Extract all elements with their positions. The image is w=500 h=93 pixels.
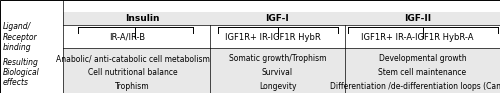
Text: IGF1R+ IR-IGF1R HybR: IGF1R+ IR-IGF1R HybR: [224, 33, 320, 42]
Text: Trophism: Trophism: [115, 82, 150, 91]
Text: IR-A/IR-B: IR-A/IR-B: [110, 33, 146, 42]
Text: Insulin: Insulin: [125, 14, 160, 23]
Text: Longevity: Longevity: [259, 82, 296, 91]
Text: Anabolic/ anti-catabolic cell metabolism: Anabolic/ anti-catabolic cell metabolism: [56, 54, 210, 63]
Text: Resulting
Biological
effects: Resulting Biological effects: [2, 58, 39, 87]
Text: Survival: Survival: [262, 68, 293, 77]
Text: Cell nutritional balance: Cell nutritional balance: [88, 68, 178, 77]
Bar: [0, 0, 62, 93]
Text: Developmental growth: Developmental growth: [378, 54, 466, 63]
Bar: [62, 25, 500, 48]
Text: IGF-I: IGF-I: [266, 14, 289, 23]
Text: Ligand/
Receptor
binding: Ligand/ Receptor binding: [2, 22, 37, 52]
Text: Somatic growth/Trophism: Somatic growth/Trophism: [229, 54, 326, 63]
Text: IGF-II: IGF-II: [404, 14, 431, 23]
Bar: [62, 12, 500, 25]
Bar: [62, 48, 500, 93]
Text: Differentiation /de-differentiation loops (Cancer): Differentiation /de-differentiation loop…: [330, 82, 500, 91]
Text: IGF1R+ IR-A-IGF1R HybR-A: IGF1R+ IR-A-IGF1R HybR-A: [361, 33, 474, 42]
Text: Stem cell maintenance: Stem cell maintenance: [378, 68, 466, 77]
